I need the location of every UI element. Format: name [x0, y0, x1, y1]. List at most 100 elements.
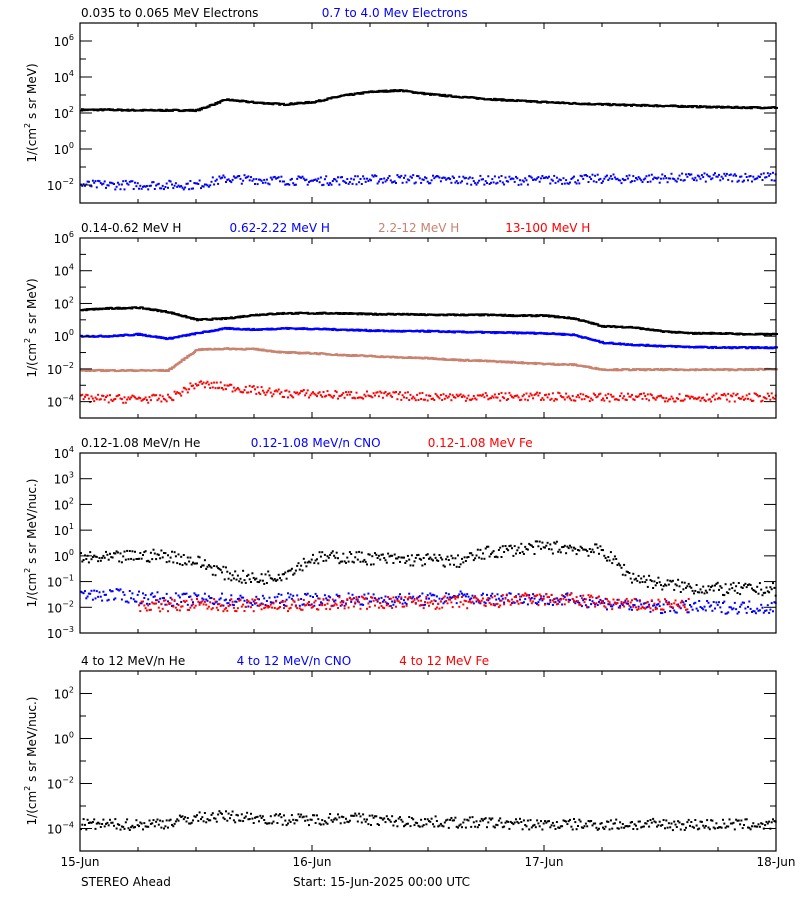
data-point	[434, 175, 437, 178]
data-point	[399, 593, 401, 596]
data-point	[706, 173, 709, 176]
data-point	[529, 544, 532, 546]
data-point	[153, 188, 156, 190]
data-point	[606, 174, 608, 177]
data-point	[689, 585, 691, 588]
data-point	[569, 599, 571, 602]
data-point	[519, 179, 521, 182]
data-point	[739, 175, 742, 178]
data-point	[84, 184, 86, 187]
data-point	[98, 591, 101, 594]
y-tick-label: 106	[54, 33, 74, 49]
data-point	[534, 315, 538, 318]
data-point	[131, 180, 134, 183]
data-point	[114, 398, 117, 400]
data-point	[210, 382, 213, 385]
data-point	[646, 585, 649, 588]
data-point	[640, 577, 643, 580]
data-point	[590, 178, 593, 180]
data-point	[127, 183, 130, 186]
data-point	[283, 396, 285, 398]
data-point	[561, 333, 565, 336]
data-point	[441, 597, 444, 600]
data-point	[432, 397, 434, 400]
data-point	[176, 185, 179, 188]
data-point	[260, 602, 263, 605]
data-point	[754, 590, 757, 593]
data-point	[718, 588, 720, 591]
data-point	[140, 187, 143, 190]
data-point	[302, 557, 305, 560]
data-point	[156, 399, 159, 402]
data-point	[159, 394, 162, 397]
data-point	[194, 182, 197, 185]
data-point	[486, 545, 488, 548]
data-point	[106, 184, 109, 187]
data-point	[163, 552, 165, 554]
data-point	[124, 401, 127, 404]
legend-entry: 13-100 MeV H	[505, 221, 590, 235]
data-point	[714, 172, 716, 175]
data-point	[528, 542, 531, 545]
data-point	[757, 395, 760, 398]
data-point	[570, 546, 573, 549]
data-point	[711, 395, 714, 398]
data-point	[199, 108, 203, 111]
data-point	[480, 394, 483, 397]
data-point	[646, 393, 649, 396]
data-point	[250, 602, 252, 605]
data-point	[287, 570, 289, 573]
data-point	[363, 177, 366, 180]
data-point	[434, 392, 437, 395]
data-point	[763, 333, 767, 336]
data-point	[161, 184, 164, 187]
data-point	[493, 332, 497, 335]
data-point	[246, 601, 249, 604]
data-point	[227, 178, 230, 181]
data-point	[333, 178, 336, 180]
data-point	[529, 598, 532, 601]
data-point	[342, 601, 345, 604]
data-point	[107, 598, 110, 601]
data-point	[289, 178, 292, 181]
data-point	[109, 552, 111, 555]
data-point	[105, 550, 107, 553]
data-point	[354, 397, 357, 400]
data-point	[177, 184, 180, 187]
data-point	[525, 548, 528, 550]
data-point	[545, 176, 548, 179]
data-point	[471, 397, 474, 400]
data-point	[160, 108, 164, 111]
data-point	[443, 600, 446, 603]
data-point	[669, 177, 672, 180]
data-point	[416, 554, 419, 557]
data-point	[764, 176, 767, 179]
data-point	[401, 602, 404, 605]
data-point	[181, 593, 184, 596]
data-point	[354, 175, 357, 178]
data-point	[341, 560, 343, 563]
data-point	[735, 394, 738, 397]
data-point	[550, 178, 553, 181]
data-point	[279, 577, 281, 580]
data-point	[234, 570, 237, 573]
data-point	[690, 106, 694, 109]
data-point	[501, 545, 504, 548]
data-point	[80, 590, 82, 593]
data-point	[306, 389, 309, 392]
data-point	[297, 175, 300, 178]
data-point	[160, 400, 163, 403]
data-point	[621, 177, 624, 180]
data-point	[492, 331, 496, 333]
data-point	[510, 361, 514, 364]
data-point	[182, 592, 185, 595]
data-point	[147, 188, 150, 191]
data-point	[578, 549, 581, 552]
data-point	[240, 596, 243, 599]
data-point	[138, 557, 140, 560]
data-point	[654, 584, 657, 587]
data-point	[118, 589, 121, 592]
data-point	[82, 398, 85, 401]
data-point	[176, 391, 179, 394]
data-point	[653, 397, 656, 400]
